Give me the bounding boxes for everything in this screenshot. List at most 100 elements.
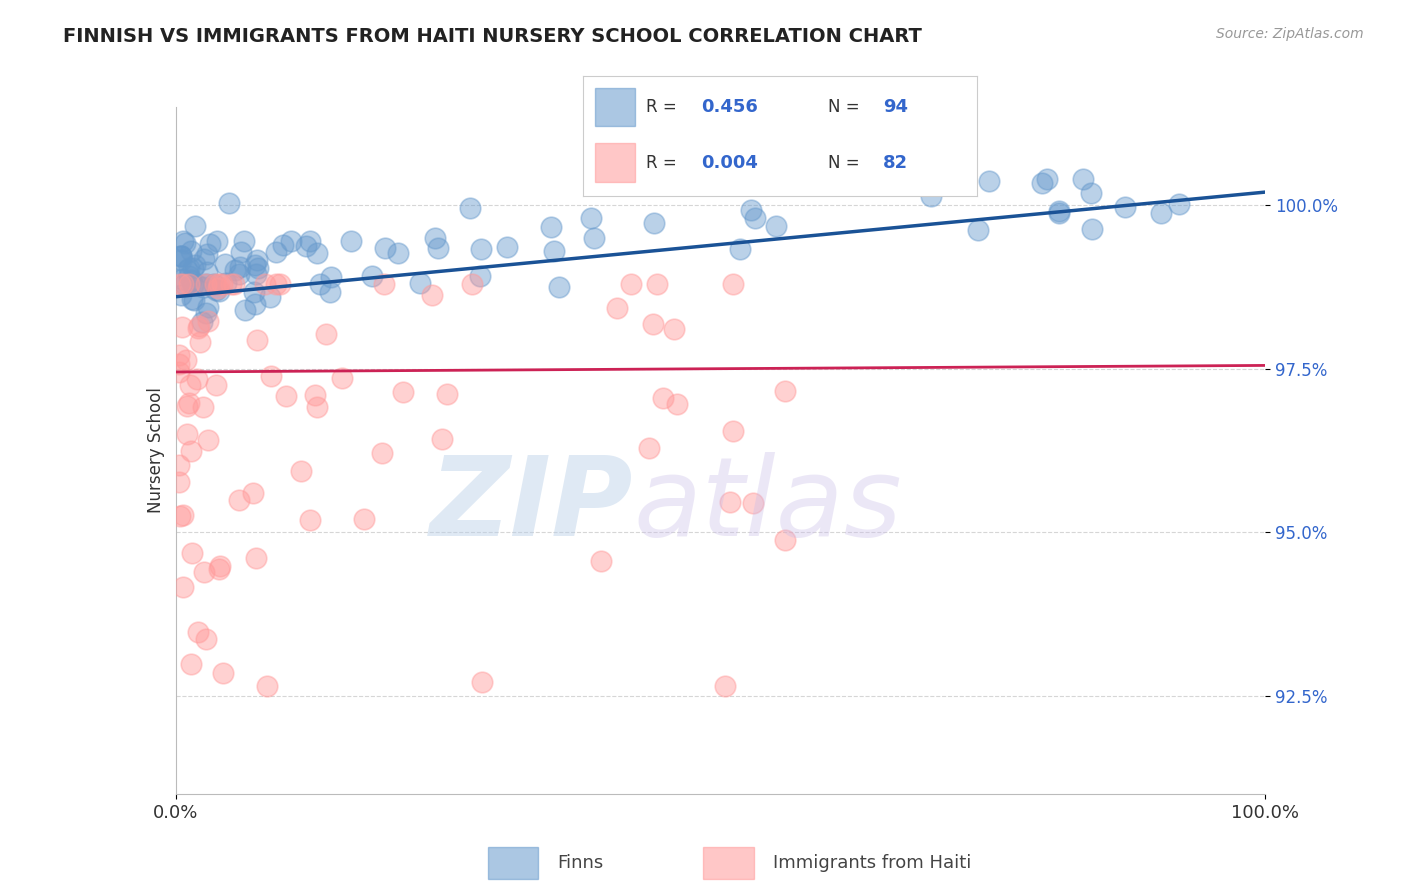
Point [740, 202, 762, 217]
Point [208, 277, 231, 291]
Y-axis label: Nursery School: Nursery School [146, 387, 165, 514]
Point [264, 277, 287, 291]
Point [548, 280, 571, 294]
Point [1080, 222, 1102, 236]
Point [195, 632, 218, 647]
Point [204, 277, 226, 291]
Point [409, 276, 432, 290]
Point [167, 458, 190, 473]
Point [197, 314, 219, 328]
Point [184, 258, 207, 272]
Point [461, 277, 484, 291]
Point [665, 397, 688, 411]
Point [540, 219, 562, 234]
Point [194, 277, 217, 291]
Point [180, 244, 202, 258]
Point [173, 236, 195, 251]
Point [723, 277, 745, 291]
Point [228, 492, 250, 507]
Point [172, 508, 194, 523]
FancyBboxPatch shape [488, 847, 538, 880]
Point [211, 277, 233, 291]
Text: FINNISH VS IMMIGRANTS FROM HAITI NURSERY SCHOOL CORRELATION CHART: FINNISH VS IMMIGRANTS FROM HAITI NURSERY… [63, 27, 922, 45]
Point [205, 234, 228, 248]
Point [259, 290, 281, 304]
Point [620, 277, 643, 291]
Text: Immigrants from Haiti: Immigrants from Haiti [773, 854, 972, 872]
Point [271, 237, 294, 252]
Point [243, 285, 266, 299]
Point [245, 267, 267, 281]
Point [228, 267, 250, 281]
Point [195, 264, 218, 278]
Point [177, 261, 200, 276]
Text: 94: 94 [883, 98, 908, 116]
Point [170, 249, 193, 263]
Point [198, 236, 221, 251]
Point [423, 231, 446, 245]
Point [188, 335, 211, 350]
Point [242, 486, 264, 500]
Point [280, 235, 302, 249]
Point [1047, 206, 1070, 220]
Point [246, 252, 269, 267]
Point [714, 679, 737, 693]
Point [170, 252, 193, 267]
Point [606, 301, 628, 316]
Point [430, 432, 453, 446]
Point [1071, 172, 1094, 186]
Point [172, 235, 194, 249]
Point [176, 399, 198, 413]
Point [204, 283, 226, 297]
Point [744, 211, 766, 225]
Point [180, 273, 202, 287]
Point [318, 285, 340, 300]
Point [169, 357, 191, 371]
Point [1035, 172, 1057, 186]
Point [247, 260, 270, 275]
Point [208, 562, 231, 576]
Point [174, 353, 197, 368]
Point [637, 442, 659, 456]
Point [172, 320, 194, 334]
Point [773, 384, 796, 399]
Point [392, 384, 415, 399]
Point [187, 625, 209, 640]
Point [179, 378, 201, 392]
Point [193, 565, 215, 579]
Point [543, 244, 565, 259]
Point [274, 389, 297, 403]
Text: 0.456: 0.456 [702, 98, 758, 116]
Point [167, 365, 190, 379]
Point [470, 675, 492, 690]
Point [180, 444, 202, 458]
Point [191, 315, 214, 329]
Point [197, 434, 219, 448]
Point [212, 666, 235, 681]
Point [253, 277, 276, 291]
Point [186, 371, 208, 385]
Point [186, 277, 208, 292]
Point [305, 246, 328, 260]
Point [330, 370, 353, 384]
Point [1168, 197, 1191, 211]
Point [172, 277, 194, 291]
Point [298, 513, 321, 527]
FancyBboxPatch shape [595, 144, 634, 182]
Text: N =: N = [828, 98, 865, 116]
Point [1150, 206, 1173, 220]
Point [167, 348, 190, 362]
Point [920, 189, 942, 203]
Point [193, 280, 215, 294]
Point [194, 306, 217, 320]
Point [197, 301, 219, 315]
Point [207, 281, 229, 295]
Point [169, 508, 191, 523]
Point [209, 559, 232, 574]
Point [308, 277, 330, 291]
Point [245, 550, 267, 565]
Point [652, 392, 675, 406]
Point [1031, 176, 1053, 190]
Point [373, 277, 395, 291]
Point [193, 400, 215, 414]
